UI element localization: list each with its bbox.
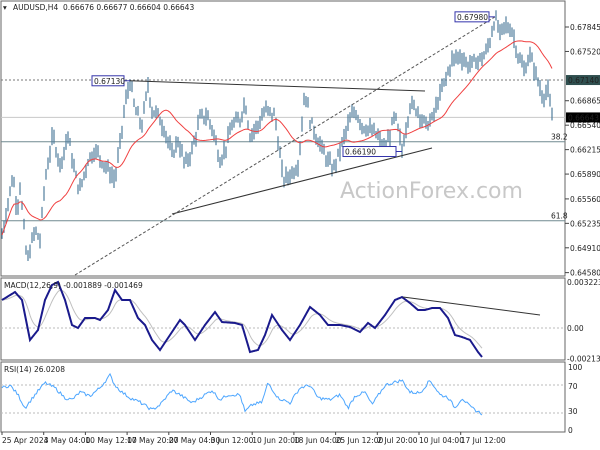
macd-axis-label: 0.003223: [567, 278, 600, 287]
time-axis-label: 17 Jul 12:00: [461, 436, 506, 445]
symbol-label: AUDUSD,H4: [13, 3, 58, 12]
time-axis-label: 25 Jun 12:00: [336, 436, 384, 445]
main-price-panel: ActionForex.com 38.2 61.8 0.67130 0.66190 0…: [0, 0, 568, 277]
time-axis-label: 10 Jun 20:00: [252, 436, 300, 445]
macd-trendline: [402, 296, 541, 316]
ohlc-readout: 0.66676 0.66677 0.66604 0.66643: [63, 3, 194, 12]
price-axis-label: 0.65560: [570, 195, 600, 204]
price-axis-label: 0.67845: [570, 23, 600, 32]
macd-axis-label: 0.00: [567, 324, 584, 333]
time-axis-label: 10 Jul 04:00: [419, 436, 464, 445]
fibonacci-label: 38.2: [551, 133, 568, 142]
price-axis-marker-label: 0.67140: [568, 76, 599, 85]
price-axis-label: 0.64910: [570, 244, 600, 253]
price-axis-label: 0.66540: [570, 121, 600, 130]
price-label: 0.66190: [345, 148, 376, 157]
rsi-line: [1, 372, 483, 416]
rsi-axis-label: 0: [568, 426, 573, 435]
price-label: 0.67130: [94, 77, 125, 86]
time-axis-label: 3 May 04:00: [44, 436, 91, 445]
time-axis-label: 17 May 20:00: [127, 436, 179, 445]
rsi-panel: RSI(14) 26.0208: [0, 361, 566, 433]
price-axis-label: 0.65235: [570, 219, 600, 228]
price-axis-label: 0.64580: [570, 269, 600, 278]
price-axis-marker: [566, 75, 600, 86]
price-label: 0.67980: [457, 13, 488, 22]
macd-line: [1, 280, 483, 358]
price-axis-label: 0.67520: [570, 47, 600, 56]
price-axis-label: 0.66215: [570, 146, 600, 155]
macd-axis-label: -0.002132: [567, 354, 600, 363]
price-axis-marker: [566, 112, 600, 123]
price-axis-marker-label: 0.66643: [568, 113, 599, 122]
triangle-upper-trendline: [129, 80, 426, 92]
moving-average-line: [1, 40, 553, 236]
price-axis-label: 0.65890: [570, 170, 600, 179]
fibonacci-label: 61.8: [551, 212, 568, 221]
macd-panel: MACD(12,26,9) -0.001889 -0.001469: [0, 277, 566, 361]
rsi-axis-label: 70: [568, 382, 578, 391]
time-axis-label: 2 Jul 20:00: [377, 436, 417, 445]
time-axis-label: 3 Jun 12:00: [211, 436, 254, 445]
time-axis-label: 18 Jun 04:00: [294, 436, 342, 445]
rsi-title: RSI(14) 26.0208: [4, 365, 65, 374]
time-axis-label: 25 Apr 2024: [2, 436, 49, 445]
rsi-axis-label: 30: [568, 407, 578, 416]
time-axis-label: 27 May 04:00: [169, 436, 221, 445]
triangle-lower-trendline: [171, 147, 433, 215]
dropdown-arrow-icon[interactable]: ▾: [3, 3, 7, 12]
time-axis-label: 10 May 12:00: [85, 436, 137, 445]
dashed-channel-trendline: [74, 16, 496, 276]
macd-title: MACD(12,26,9) -0.001889 -0.001469: [4, 281, 143, 290]
price-axis-label: 0.66865: [570, 97, 600, 106]
watermark: ActionForex.com: [340, 179, 523, 204]
macd-signal-line: [2, 289, 483, 349]
rsi-axis-label: 100: [568, 363, 583, 372]
